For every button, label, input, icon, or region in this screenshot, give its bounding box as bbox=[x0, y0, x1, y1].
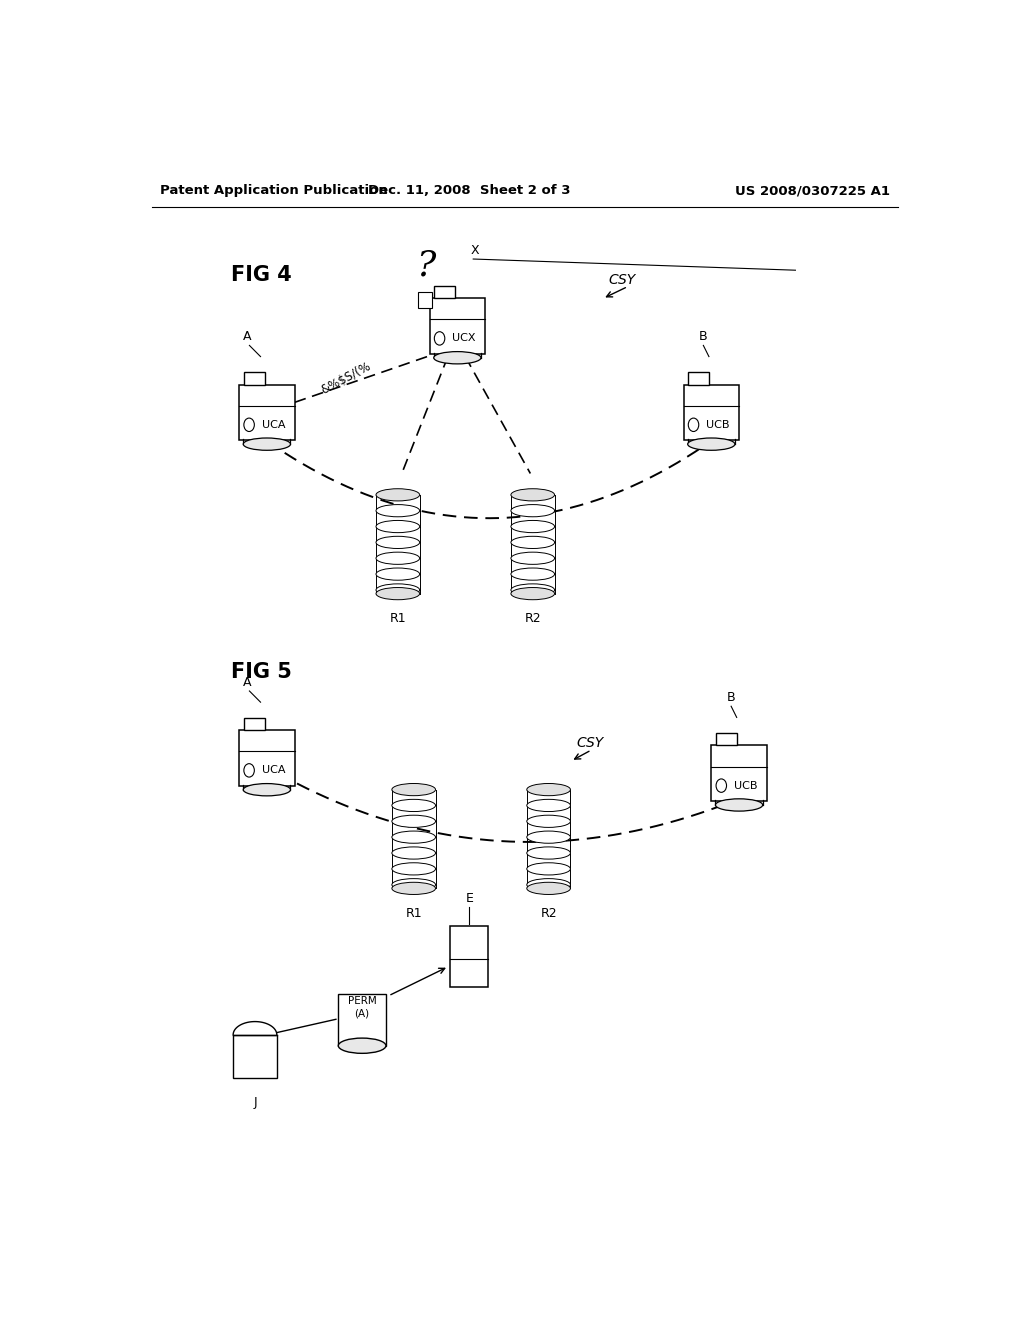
Text: R1: R1 bbox=[406, 907, 422, 920]
Bar bbox=[233, 1035, 276, 1077]
Bar bbox=[338, 994, 386, 1045]
Text: B: B bbox=[727, 692, 735, 704]
Ellipse shape bbox=[392, 784, 435, 796]
Text: R1: R1 bbox=[389, 612, 407, 624]
Ellipse shape bbox=[526, 882, 570, 895]
Text: ?: ? bbox=[416, 248, 435, 282]
Ellipse shape bbox=[376, 587, 420, 599]
Text: UCX: UCX bbox=[453, 334, 476, 343]
Ellipse shape bbox=[376, 520, 420, 533]
Ellipse shape bbox=[526, 816, 570, 828]
Bar bbox=[430, 298, 485, 354]
Ellipse shape bbox=[688, 438, 735, 450]
Circle shape bbox=[716, 779, 727, 792]
Text: &%$S/(%: &%$S/(% bbox=[318, 359, 374, 396]
Bar bbox=[244, 372, 264, 384]
Circle shape bbox=[244, 418, 254, 432]
Ellipse shape bbox=[392, 816, 435, 828]
Ellipse shape bbox=[341, 1043, 384, 1051]
Ellipse shape bbox=[392, 800, 435, 812]
Bar bbox=[716, 733, 737, 746]
Circle shape bbox=[688, 418, 698, 432]
Bar bbox=[418, 292, 432, 308]
Ellipse shape bbox=[511, 520, 555, 533]
Text: B: B bbox=[699, 330, 708, 343]
Ellipse shape bbox=[526, 863, 570, 875]
Ellipse shape bbox=[511, 583, 555, 597]
Text: CSY: CSY bbox=[608, 273, 635, 288]
Text: UCA: UCA bbox=[262, 766, 286, 775]
Ellipse shape bbox=[526, 832, 570, 843]
Text: J: J bbox=[253, 1096, 257, 1109]
Ellipse shape bbox=[392, 879, 435, 891]
Ellipse shape bbox=[376, 552, 420, 565]
Ellipse shape bbox=[526, 784, 570, 796]
Text: E: E bbox=[465, 892, 473, 906]
Text: UCA: UCA bbox=[262, 420, 286, 430]
Text: UCB: UCB bbox=[707, 420, 730, 430]
Ellipse shape bbox=[392, 863, 435, 875]
Text: US 2008/0307225 A1: US 2008/0307225 A1 bbox=[735, 185, 890, 198]
Bar bbox=[244, 718, 264, 730]
Text: Dec. 11, 2008  Sheet 2 of 3: Dec. 11, 2008 Sheet 2 of 3 bbox=[368, 185, 570, 198]
Ellipse shape bbox=[526, 879, 570, 891]
Ellipse shape bbox=[376, 536, 420, 549]
Bar bbox=[434, 286, 455, 298]
Text: A: A bbox=[243, 330, 251, 343]
Text: R2: R2 bbox=[524, 612, 541, 624]
Circle shape bbox=[434, 331, 444, 345]
Text: R2: R2 bbox=[541, 907, 557, 920]
Bar bbox=[451, 925, 488, 987]
Bar bbox=[239, 730, 295, 785]
Ellipse shape bbox=[511, 504, 555, 517]
Bar bbox=[688, 372, 709, 384]
Text: UCB: UCB bbox=[734, 780, 758, 791]
Text: A: A bbox=[243, 676, 251, 689]
Text: FIG 4: FIG 4 bbox=[231, 265, 292, 285]
Ellipse shape bbox=[511, 568, 555, 581]
Ellipse shape bbox=[392, 847, 435, 859]
Ellipse shape bbox=[511, 488, 555, 500]
Ellipse shape bbox=[511, 587, 555, 599]
Bar bbox=[239, 384, 295, 441]
Ellipse shape bbox=[244, 784, 291, 796]
Ellipse shape bbox=[376, 568, 420, 581]
Ellipse shape bbox=[376, 583, 420, 597]
Ellipse shape bbox=[526, 800, 570, 812]
Ellipse shape bbox=[526, 847, 570, 859]
Text: X: X bbox=[470, 244, 479, 257]
Text: Patent Application Publication: Patent Application Publication bbox=[160, 185, 387, 198]
Circle shape bbox=[244, 764, 254, 777]
Ellipse shape bbox=[434, 351, 481, 364]
Ellipse shape bbox=[511, 536, 555, 549]
Bar bbox=[684, 384, 739, 441]
Ellipse shape bbox=[244, 438, 291, 450]
Text: FIG 5: FIG 5 bbox=[231, 661, 292, 681]
Ellipse shape bbox=[392, 882, 435, 895]
Ellipse shape bbox=[716, 799, 763, 810]
Text: PERM
(A): PERM (A) bbox=[348, 997, 377, 1019]
Text: CSY: CSY bbox=[577, 735, 603, 750]
Ellipse shape bbox=[511, 552, 555, 565]
Ellipse shape bbox=[392, 832, 435, 843]
Ellipse shape bbox=[338, 1038, 386, 1053]
Ellipse shape bbox=[376, 488, 420, 500]
Ellipse shape bbox=[376, 504, 420, 517]
Bar bbox=[712, 746, 767, 801]
